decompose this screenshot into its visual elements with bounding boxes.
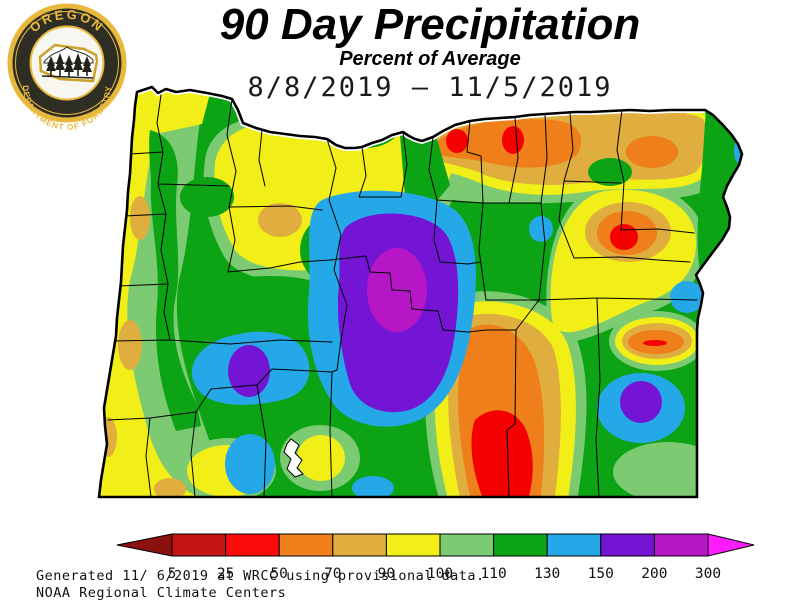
legend-arrow-right xyxy=(707,533,755,557)
legend-segment xyxy=(332,533,387,557)
legend-segment xyxy=(278,533,334,557)
legend-tick-label: 300 xyxy=(695,566,721,582)
legend-segment xyxy=(653,533,709,557)
legend-tick-label: 130 xyxy=(534,566,560,582)
generated-note: Generated 11/ 6/2019 at WRCC using provi… xyxy=(36,568,485,584)
logo-emblem xyxy=(38,43,99,83)
legend-arrow-left xyxy=(116,533,173,557)
legend-tick-label: 25 xyxy=(217,566,234,582)
legend-segment xyxy=(493,533,548,557)
page-subtitle: Percent of Average xyxy=(339,48,521,70)
legend-segment xyxy=(600,533,655,557)
legend-tick-label: 90 xyxy=(378,566,395,582)
legend-tick-label: 150 xyxy=(588,566,614,582)
legend-tick-label: 100 xyxy=(427,566,453,582)
page-title: 90 Day Precipitation xyxy=(219,0,641,49)
legend-tick-label: 5 xyxy=(168,566,177,582)
legend-tick-label: 70 xyxy=(324,566,341,582)
legend-tick-label: 50 xyxy=(270,566,287,582)
red-zones xyxy=(446,126,667,496)
crater-lake xyxy=(283,438,304,478)
legend-tick-label: 110 xyxy=(480,566,506,582)
date-range: 8/8/2019 — 11/5/2019 xyxy=(247,72,613,103)
county-borders xyxy=(107,94,698,497)
legend-segment xyxy=(385,533,441,557)
legend-tick-label: 200 xyxy=(641,566,667,582)
legend-segment xyxy=(171,533,227,557)
contour-fill-layers xyxy=(99,87,742,497)
noaa-credit: NOAA Regional Climate Centers xyxy=(36,585,287,600)
color-scale-legend: 5 25 50 70 90 100 110 130 150 200 300 xyxy=(116,533,755,582)
legend-segment xyxy=(225,533,280,557)
legend-segment xyxy=(439,533,495,557)
oregon-state-outline xyxy=(97,85,744,499)
logo-trees xyxy=(46,53,92,77)
odf-logo: OREGON DEPARTMENT OF FORESTRY xyxy=(7,3,127,132)
legend-segment xyxy=(546,533,602,557)
